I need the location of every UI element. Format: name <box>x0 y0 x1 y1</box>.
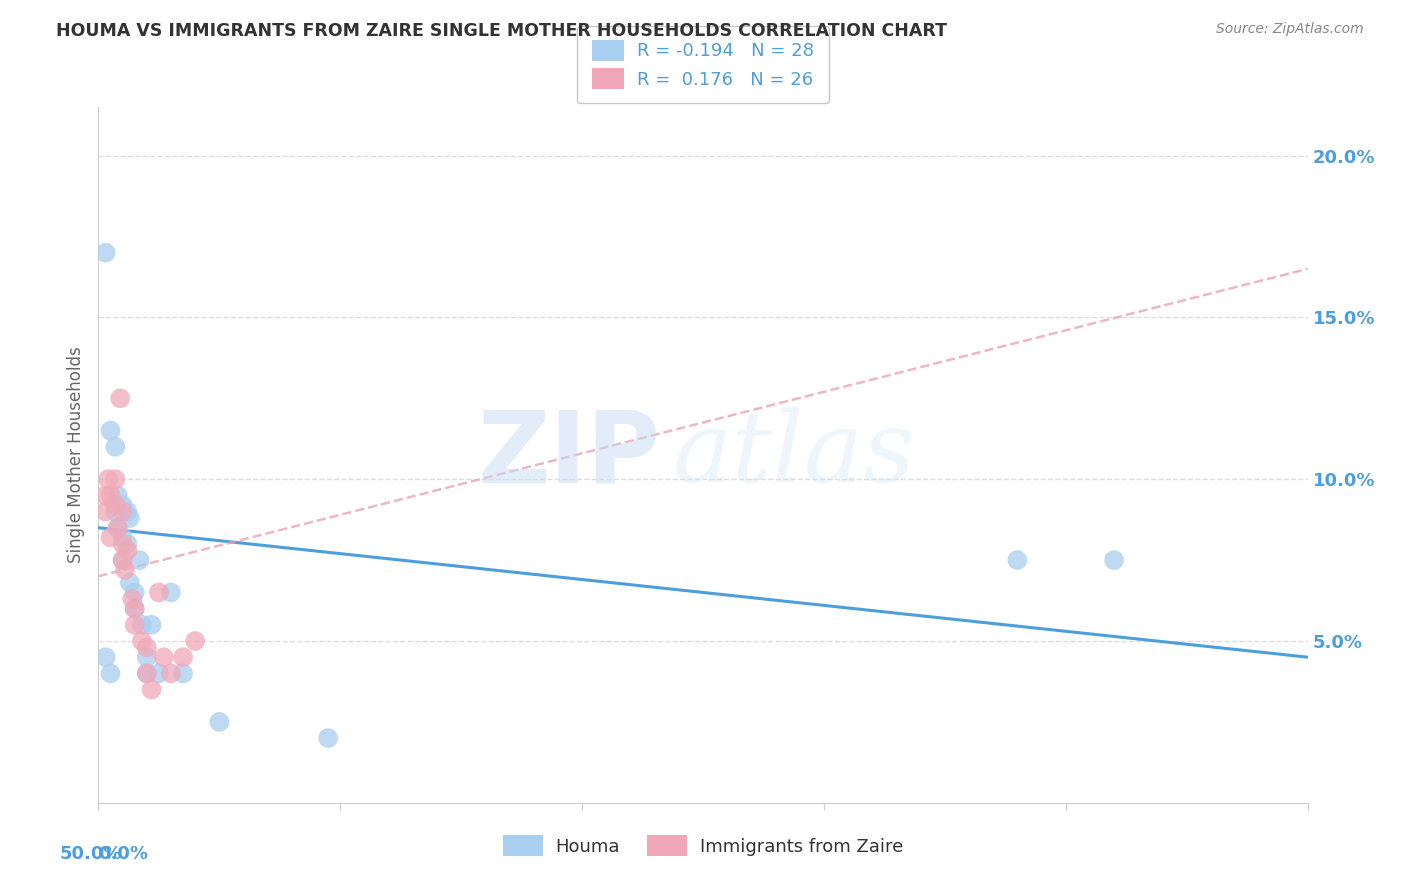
Point <box>107 488 129 502</box>
Point <box>160 585 183 599</box>
Point <box>135 650 157 665</box>
Point <box>108 392 131 406</box>
Point <box>121 591 143 606</box>
Point <box>104 498 127 512</box>
Point <box>104 472 127 486</box>
Point <box>148 666 170 681</box>
Point <box>118 575 141 590</box>
Point <box>172 650 194 665</box>
Legend: Houma, Immigrants from Zaire: Houma, Immigrants from Zaire <box>496 828 910 863</box>
Point <box>141 682 163 697</box>
Point <box>1102 553 1125 567</box>
Point <box>135 640 157 655</box>
Point <box>1007 553 1029 567</box>
Point <box>94 245 117 260</box>
Point <box>135 666 157 681</box>
Point <box>107 521 129 535</box>
Point <box>104 440 127 454</box>
Point <box>131 634 153 648</box>
Point <box>316 731 339 745</box>
Point <box>141 617 163 632</box>
Point <box>172 666 194 681</box>
Point <box>131 617 153 632</box>
Point <box>160 666 183 681</box>
Point <box>111 504 134 518</box>
Text: 50.0%: 50.0% <box>60 845 122 863</box>
Point <box>117 543 139 558</box>
Point <box>114 563 136 577</box>
Point <box>148 585 170 599</box>
Point <box>124 585 146 599</box>
Point <box>184 634 207 648</box>
Point <box>128 553 150 567</box>
Point <box>152 650 174 665</box>
Point <box>100 531 122 545</box>
Point <box>117 504 139 518</box>
Point <box>135 666 157 681</box>
Point <box>124 601 146 615</box>
Point <box>107 521 129 535</box>
Point <box>100 666 122 681</box>
Text: 0.0%: 0.0% <box>98 845 149 863</box>
Point <box>94 488 117 502</box>
Point <box>111 553 134 567</box>
Text: atlas: atlas <box>672 408 915 502</box>
Y-axis label: Single Mother Households: Single Mother Households <box>67 347 86 563</box>
Point <box>94 650 117 665</box>
Point <box>111 553 134 567</box>
Text: Source: ZipAtlas.com: Source: ZipAtlas.com <box>1216 22 1364 37</box>
Text: ZIP: ZIP <box>478 407 661 503</box>
Point <box>111 498 134 512</box>
Point <box>94 504 117 518</box>
Point <box>117 537 139 551</box>
Point <box>104 504 127 518</box>
Text: HOUMA VS IMMIGRANTS FROM ZAIRE SINGLE MOTHER HOUSEHOLDS CORRELATION CHART: HOUMA VS IMMIGRANTS FROM ZAIRE SINGLE MO… <box>56 22 948 40</box>
Point <box>111 531 134 545</box>
Point <box>208 714 231 729</box>
Point <box>97 472 120 486</box>
Point <box>100 424 122 438</box>
Point <box>124 617 146 632</box>
Point <box>100 488 122 502</box>
Point <box>111 537 134 551</box>
Point <box>124 601 146 615</box>
Point <box>118 511 141 525</box>
